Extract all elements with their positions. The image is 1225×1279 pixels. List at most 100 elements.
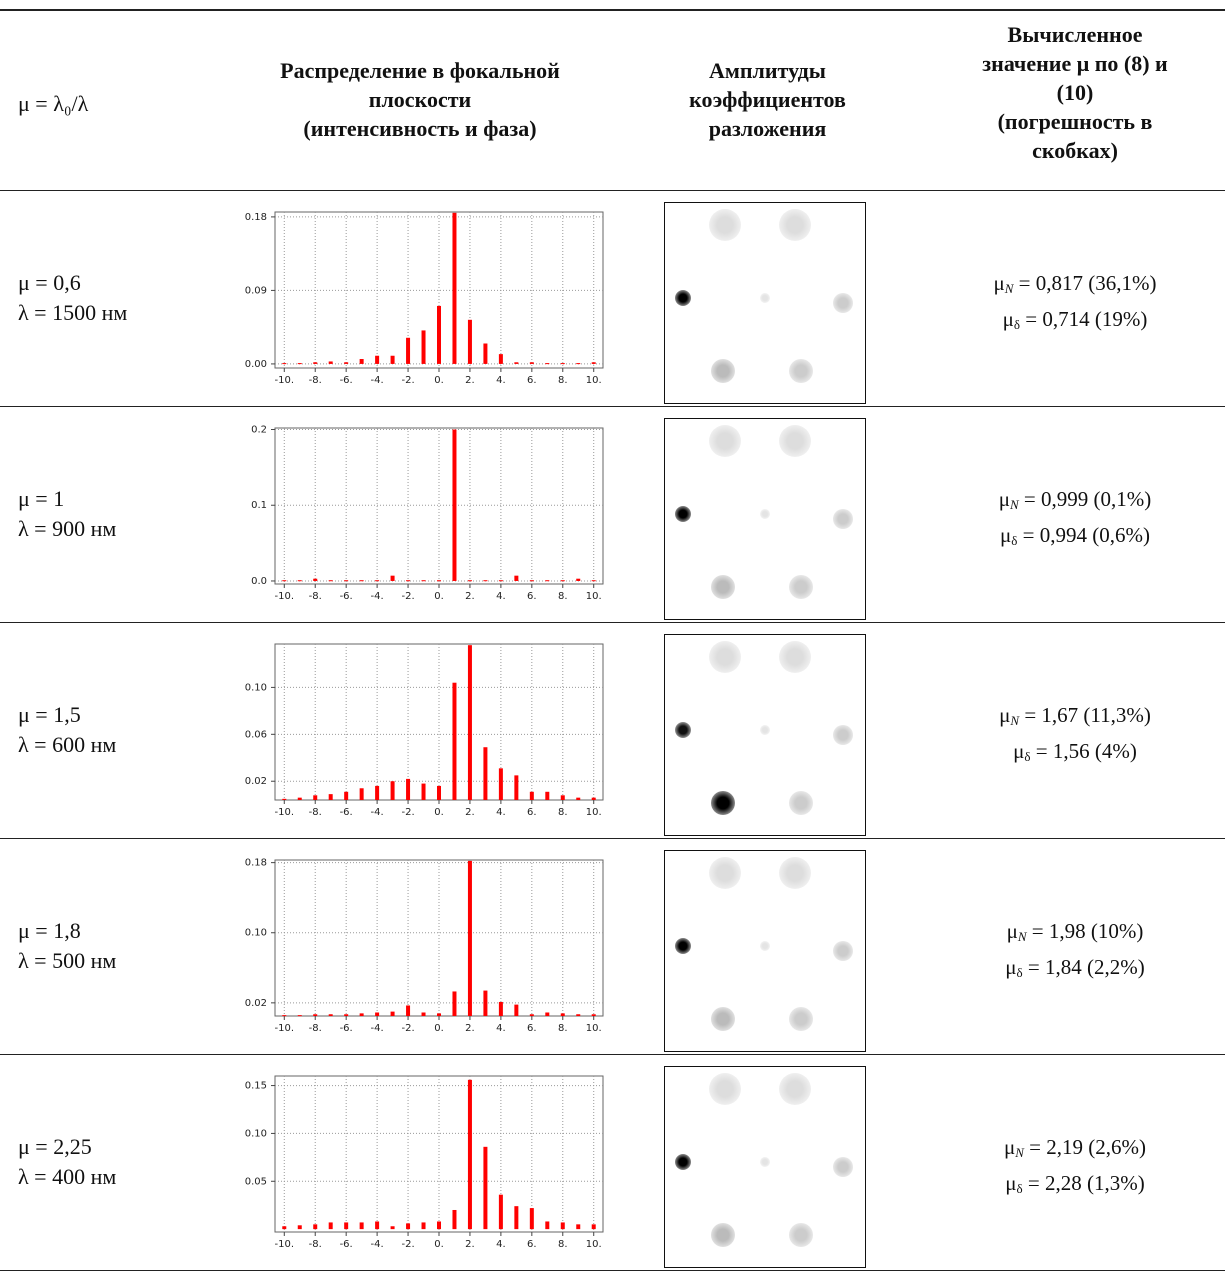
x-tick-label: 10. [586, 375, 602, 386]
blob [675, 506, 691, 522]
x-tick-label: 4. [496, 1239, 506, 1250]
bar [344, 1014, 348, 1016]
focal-chart: -10.-8.-6.-4.-2.0.2.4.6.8.10.0.000.090.1… [230, 198, 620, 408]
bar [499, 354, 503, 364]
result-text: = 2,28 (1,3%) [1023, 1171, 1145, 1195]
parameter-cell: μ = 0,6λ = 1500 нм [18, 268, 127, 328]
coefficient-image [664, 418, 866, 620]
x-tick-label: -4. [371, 591, 384, 602]
x-tick-label: 0. [434, 591, 444, 602]
bar [468, 645, 472, 800]
bar [468, 580, 472, 581]
blob [711, 1223, 735, 1247]
result-symbol: μ [1007, 919, 1018, 943]
bar [499, 1195, 503, 1229]
bar [298, 363, 302, 364]
y-tick-label: 0.05 [245, 1176, 267, 1187]
result-line: μN = 1,67 (11,3%) [930, 700, 1220, 736]
bar [406, 338, 410, 364]
x-tick-label: 2. [465, 375, 475, 386]
x-tick-label: -10. [275, 1239, 295, 1250]
result-subscript: N [1018, 929, 1027, 944]
blob [779, 857, 811, 889]
blob [709, 209, 741, 241]
x-tick-label: 10. [586, 1023, 602, 1034]
x-tick-label: 0. [434, 375, 444, 386]
focal-chart: -10.-8.-6.-4.-2.0.2.4.6.8.10.0.020.060.1… [230, 630, 620, 840]
result-subscript: N [1010, 713, 1019, 728]
bar [344, 1222, 348, 1229]
x-tick-label: 6. [527, 1239, 537, 1250]
x-tick-label: -4. [371, 1023, 384, 1034]
x-tick-label: -8. [309, 591, 322, 602]
bar [375, 580, 379, 581]
x-tick-label: -2. [401, 1023, 414, 1034]
bar [514, 362, 518, 364]
bar [576, 1014, 580, 1016]
bar [329, 580, 333, 581]
bar [592, 798, 596, 800]
coefficient-image [664, 850, 866, 1052]
bar [298, 580, 302, 581]
bar [545, 363, 549, 364]
result-symbol: μ [1003, 307, 1014, 331]
bar [452, 991, 456, 1016]
result-cell: μN = 2,19 (2,6%)μδ = 2,28 (1,3%) [930, 1132, 1220, 1204]
lambda-value: λ = 900 нм [18, 514, 116, 544]
x-tick-label: -10. [275, 375, 295, 386]
focal-chart: -10.-8.-6.-4.-2.0.2.4.6.8.10.0.050.100.1… [230, 1062, 620, 1272]
y-tick-label: 0.09 [245, 285, 267, 296]
header-text: Распределение в фокальной [215, 56, 625, 85]
x-tick-label: 6. [527, 591, 537, 602]
bar [422, 1012, 426, 1016]
x-tick-label: -4. [371, 375, 384, 386]
bar [313, 579, 317, 581]
bar [483, 991, 487, 1016]
x-tick-label: -8. [309, 1239, 322, 1250]
header-text: значение μ по (8) и [930, 49, 1220, 78]
bar [499, 1002, 503, 1016]
bar [313, 362, 317, 364]
blob [789, 575, 813, 599]
bar [468, 1080, 472, 1229]
y-tick-label: 0.10 [245, 682, 267, 693]
blob [833, 1157, 853, 1177]
blob [789, 1007, 813, 1031]
bar [422, 784, 426, 800]
y-tick-label: 0.00 [245, 359, 267, 370]
bar [360, 359, 364, 364]
x-tick-label: -4. [371, 807, 384, 818]
blob [760, 1157, 770, 1167]
bar [360, 1222, 364, 1229]
coefficient-image [664, 202, 866, 404]
result-text: = 0,999 (0,1%) [1019, 487, 1152, 511]
blob [711, 791, 735, 815]
bar [452, 683, 456, 800]
x-tick-label: 8. [558, 591, 568, 602]
x-tick-label: -2. [401, 807, 414, 818]
x-tick-label: 8. [558, 375, 568, 386]
blob [833, 941, 853, 961]
result-cell: μN = 0,817 (36,1%)μδ = 0,714 (19%) [930, 268, 1220, 340]
bar [313, 795, 317, 800]
bar [483, 343, 487, 363]
bar [329, 361, 333, 363]
bar [282, 580, 286, 581]
y-tick-label: 0.06 [245, 729, 267, 740]
blob [709, 641, 741, 673]
blob [675, 722, 691, 738]
header-text: скобках) [930, 136, 1220, 165]
x-tick-label: -4. [371, 1239, 384, 1250]
bar [437, 786, 441, 800]
result-symbol: μ [999, 487, 1010, 511]
blob [779, 209, 811, 241]
header-text: Амплитуды [660, 56, 875, 85]
blob [779, 641, 811, 673]
focal-chart: -10.-8.-6.-4.-2.0.2.4.6.8.10.0.00.10.2 [230, 414, 620, 624]
result-text: = 0,714 (19%) [1020, 307, 1147, 331]
mu-value: μ = 1 [18, 484, 116, 514]
result-text: = 2,19 (2,6%) [1024, 1135, 1146, 1159]
bar [313, 1224, 317, 1229]
bar [344, 362, 348, 364]
